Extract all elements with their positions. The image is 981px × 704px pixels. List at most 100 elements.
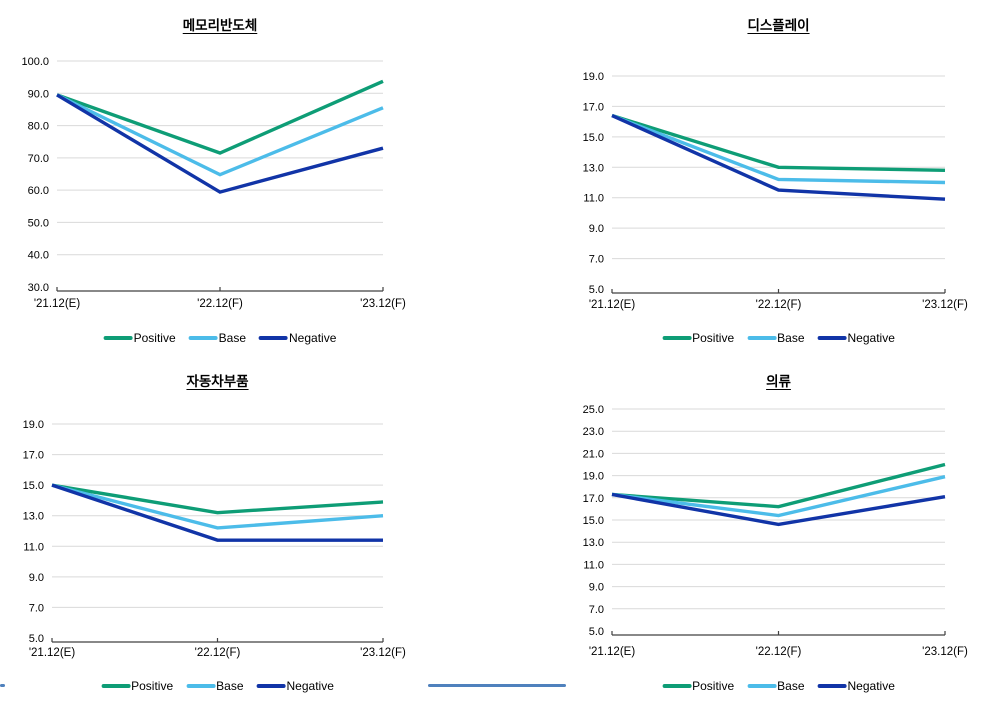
legend-item-positive: Positive (662, 679, 734, 693)
y-axis-tick-label: 17.0 (583, 493, 604, 505)
legend-line-swatch (259, 336, 289, 340)
legend-label: Base (216, 679, 244, 693)
legend-line-swatch (662, 336, 692, 340)
chart-display: 디스플레이 19.0 17.0 15.0 13.0 11.0 9.0 7.0 5.0 '21.1… (490, 0, 981, 360)
y-axis-tick-label: 30.0 (28, 282, 49, 294)
y-axis-tick-label: 7.0 (589, 254, 604, 266)
y-axis-tick-label: 23.0 (583, 426, 604, 438)
x-axis-category-label: '23.12(F) (922, 646, 968, 658)
legend-line-swatch (186, 684, 216, 688)
series-line-base (611, 475, 946, 518)
legend-line-swatch (747, 684, 777, 688)
chart-legend: Positive Base Negative (662, 331, 895, 345)
y-axis-tick-label: 11.0 (583, 193, 604, 205)
y-axis-tick-label: 15.0 (583, 515, 604, 527)
legend-label: Negative (847, 331, 895, 345)
y-axis-tick-label: 7.0 (29, 602, 44, 614)
line-chart-plot: 25.0 23.0 21.0 19.0 17.0 15.0 13.0 11.0 9.0 7.0 5.… (583, 404, 968, 658)
legend-item-negative: Negative (817, 331, 895, 345)
y-axis-tick-label: 5.0 (589, 284, 604, 296)
chart-clothing: 의류 25.0 23.0 21.0 19.0 17.0 15.0 13.0 11.0 9.0 7.… (490, 360, 981, 704)
legend-item-base: Base (747, 331, 805, 345)
line-chart-plot: 19.0 17.0 15.0 13.0 11.0 9.0 7.0 5.0 '21.12(E) '2… (583, 71, 968, 311)
legend-line-swatch (188, 336, 218, 340)
series-line-negative (51, 483, 383, 542)
x-axis-category-label: '21.12(E) (34, 298, 80, 310)
series-line-base (611, 113, 946, 185)
decorative-line-left-fragment (0, 684, 5, 687)
y-axis-tick-label: 13.0 (23, 511, 44, 523)
legend-line-swatch (256, 684, 286, 688)
legend-label: Positive (692, 331, 735, 345)
series-line-positive (56, 79, 384, 155)
legend-label: Negative (286, 679, 334, 693)
x-axis-category-label: '22.12(F) (197, 298, 243, 310)
legend-label: Base (777, 679, 805, 693)
decorative-line-middle (428, 684, 566, 687)
chart-title: 자동차부품 (186, 374, 249, 389)
y-axis-tick-label: 7.0 (589, 604, 604, 616)
legend-label: Base (777, 331, 805, 345)
series-line-negative (611, 492, 946, 527)
legend-label: Positive (131, 679, 174, 693)
x-axis-category-label: '21.12(E) (589, 299, 635, 311)
series-line-negative (56, 93, 384, 194)
y-axis-tick-label: 11.0 (583, 559, 604, 571)
y-axis-tick-label: 9.0 (589, 223, 604, 235)
y-axis-tick-label: 50.0 (28, 217, 49, 229)
y-axis-tick-label: 19.0 (583, 71, 604, 83)
chart-title: 메모리반도체 (182, 18, 258, 33)
x-axis-category-label: '21.12(E) (589, 646, 635, 658)
legend-label: Negative (289, 331, 337, 345)
legend-item-base: Base (188, 331, 247, 345)
legend-line-swatch (817, 684, 847, 688)
x-axis-category-label: '23.12(F) (922, 299, 968, 311)
series-line-positive (51, 483, 384, 515)
series-line-base (51, 483, 384, 530)
x-axis-category-label: '23.12(F) (360, 647, 406, 659)
legend-item-base: Base (186, 679, 244, 693)
legend-item-positive: Positive (101, 679, 173, 693)
legend-label: Positive (133, 331, 176, 345)
y-axis-tick-label: 5.0 (29, 633, 44, 645)
legend-label: Base (218, 331, 247, 345)
y-axis-tick-label: 9.0 (589, 582, 604, 594)
y-axis-tick-label: 15.0 (583, 132, 604, 144)
chart-title: 의류 (766, 374, 791, 389)
legend-item-positive: Positive (662, 331, 734, 345)
legend-line-swatch (662, 684, 692, 688)
legend-line-swatch (817, 336, 847, 340)
chart-legend: Positive Base Negative (101, 679, 334, 693)
y-axis-tick-label: 19.0 (23, 419, 44, 431)
legend-item-positive: Positive (103, 331, 176, 345)
series-line-negative (611, 114, 946, 201)
y-axis-tick-label: 17.0 (583, 101, 604, 113)
y-axis-tick-label: 11.0 (23, 541, 44, 553)
y-axis-tick-label: 13.0 (583, 537, 604, 549)
y-axis-tick-label: 70.0 (28, 153, 49, 165)
chart-title: 디스플레이 (747, 18, 810, 33)
legend-line-swatch (747, 336, 777, 340)
legend-item-negative: Negative (817, 679, 895, 693)
series-line-positive (611, 113, 946, 173)
legend-label: Positive (692, 679, 735, 693)
y-axis-tick-label: 21.0 (583, 448, 604, 460)
x-axis-category-label: '21.12(E) (29, 647, 75, 659)
legend-item-negative: Negative (256, 679, 334, 693)
chart-legend: Positive Base Negative (662, 679, 895, 693)
y-axis-tick-label: 90.0 (28, 88, 49, 100)
x-axis-category-label: '22.12(F) (195, 647, 241, 659)
y-axis-tick-label: 80.0 (28, 121, 49, 133)
y-axis-tick-label: 60.0 (28, 185, 49, 197)
line-chart-plot: 19.0 17.0 15.0 13.0 11.0 9.0 7.0 5.0 '21.12(E) '2… (23, 419, 406, 659)
chart-memory-semiconductor: 메모리반도체 100.0 90.0 80.0 70.0 60.0 50.0 40.0 30.0… (0, 0, 490, 360)
y-axis-tick-label: 17.0 (23, 450, 44, 462)
y-axis-tick-label: 100.0 (21, 56, 49, 68)
legend-line-swatch (103, 336, 133, 340)
series-line-positive (611, 462, 946, 509)
line-chart-plot: 100.0 90.0 80.0 70.0 60.0 50.0 40.0 30.0 '21.12(… (21, 56, 406, 310)
y-axis-tick-label: 13.0 (583, 162, 604, 174)
x-axis-category-label: '23.12(F) (360, 298, 406, 310)
legend-item-base: Base (747, 679, 805, 693)
